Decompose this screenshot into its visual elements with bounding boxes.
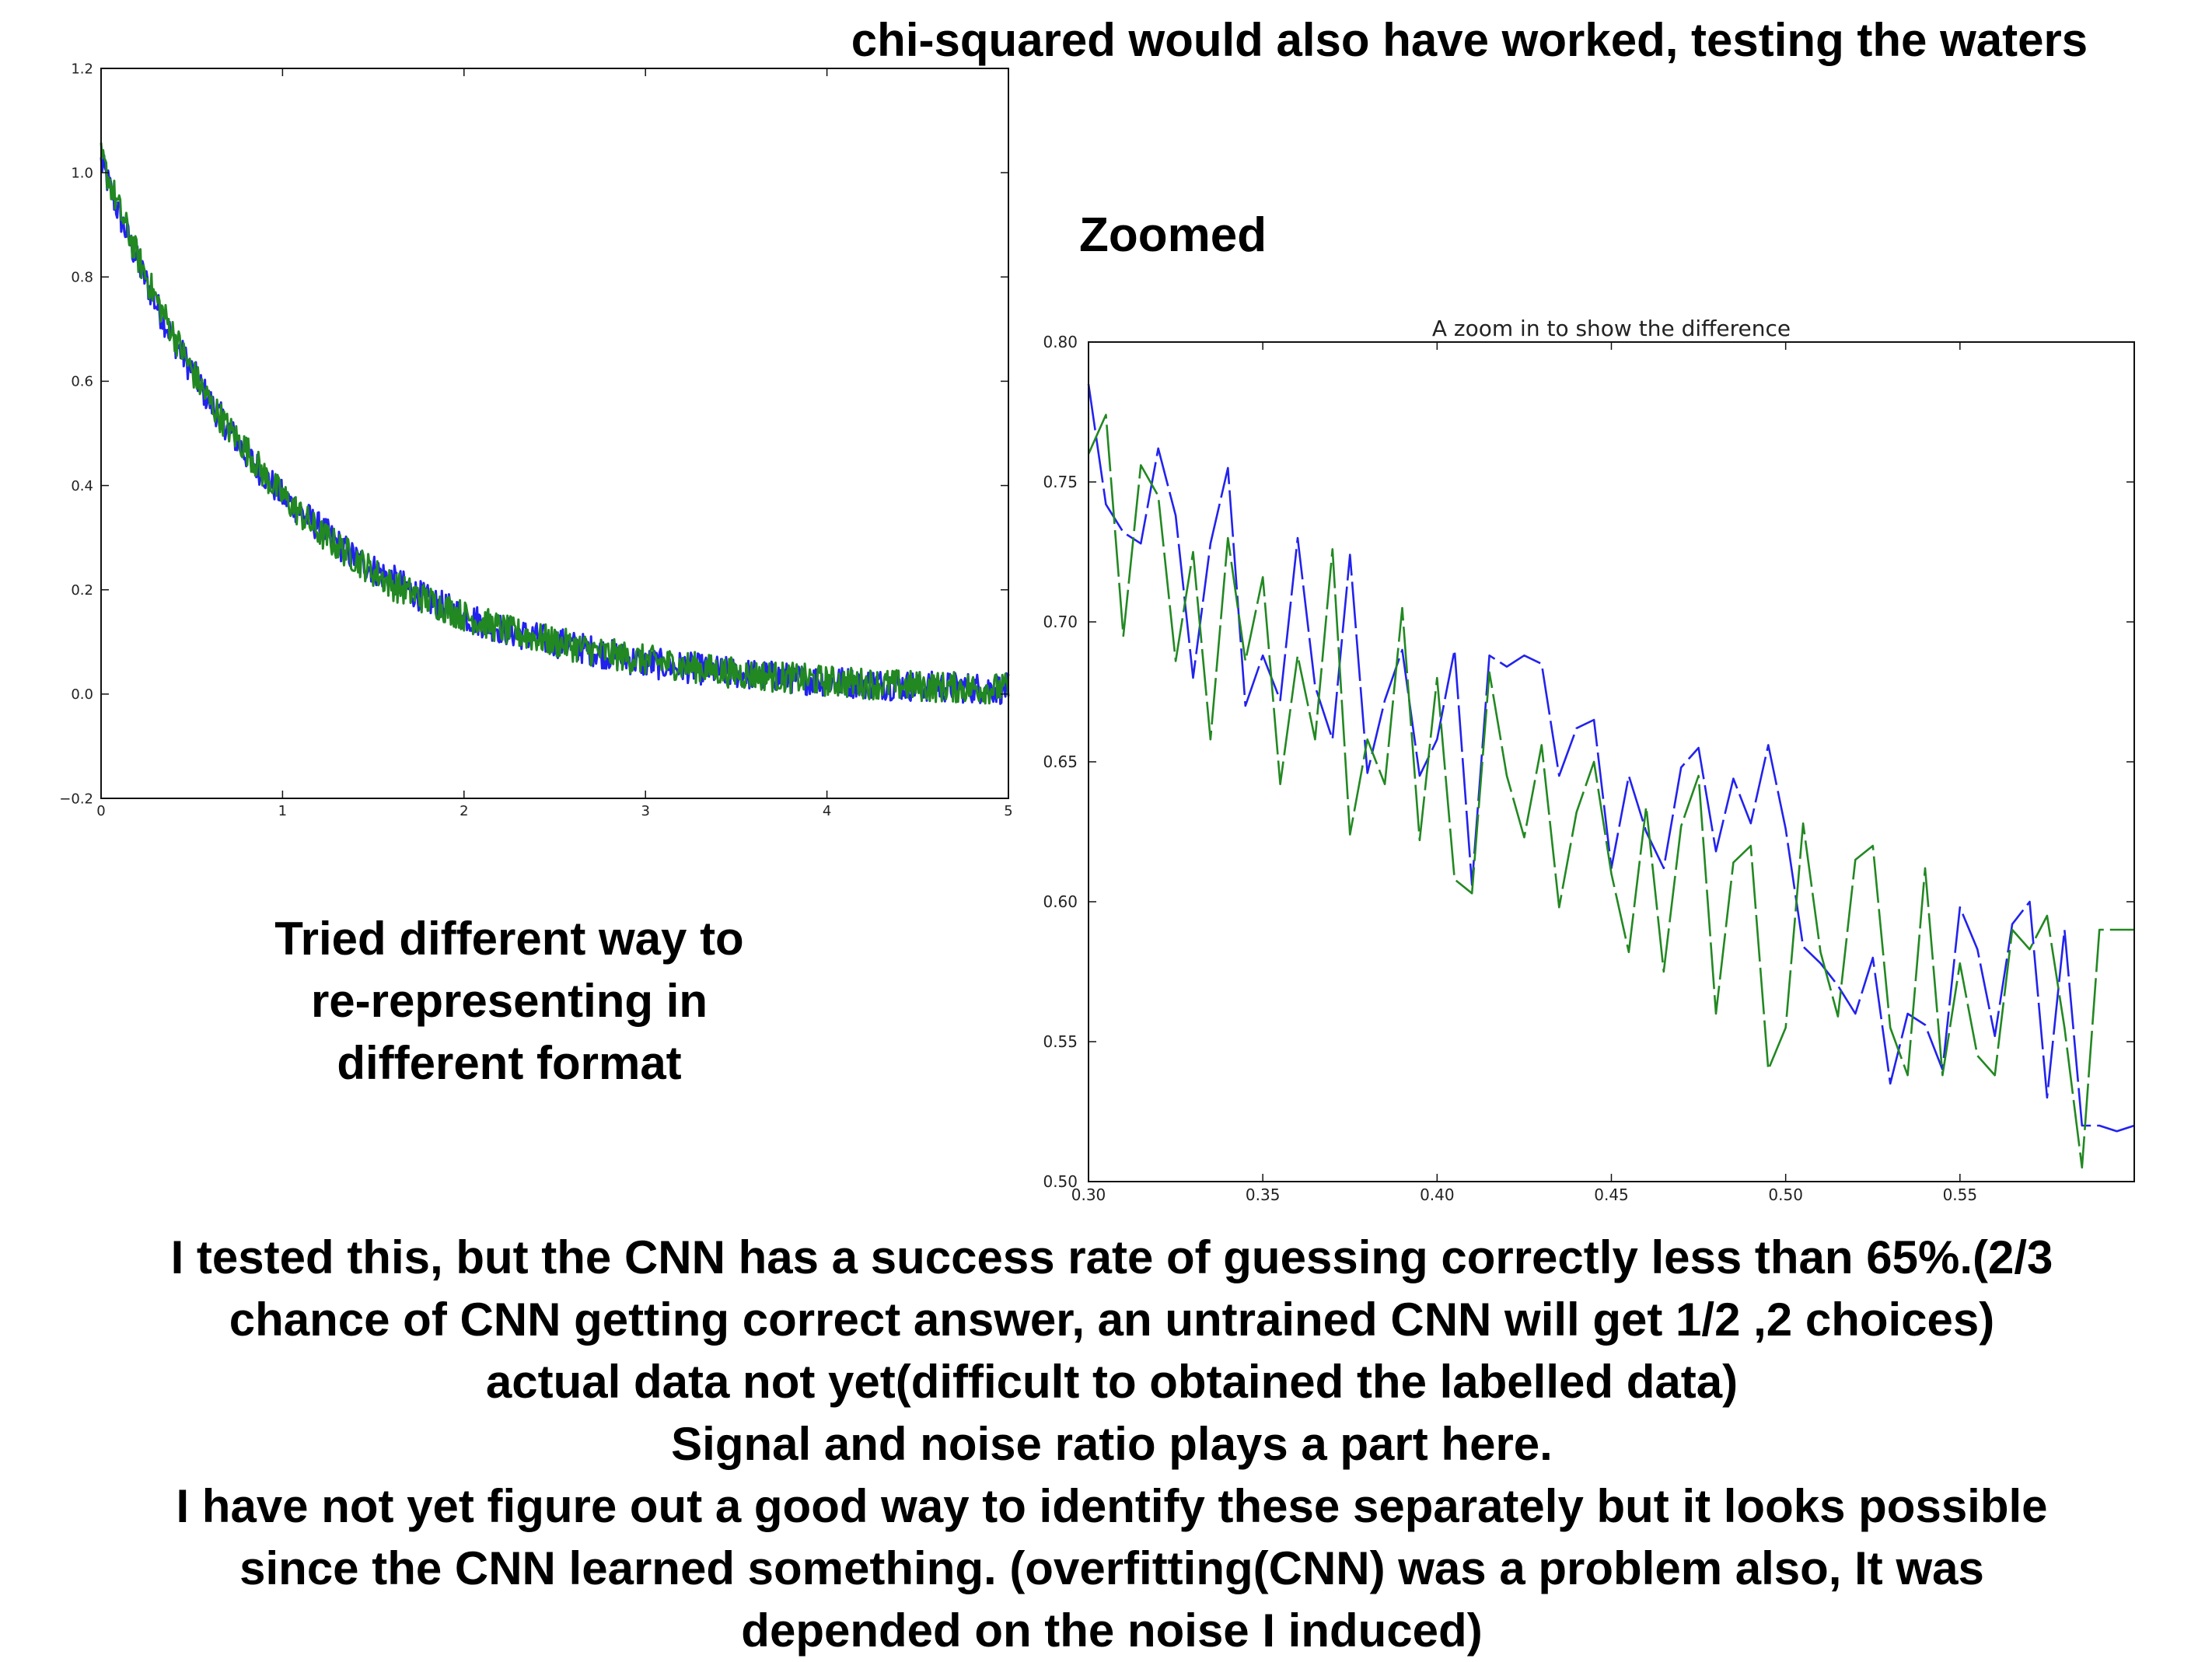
zoom-xtick-label: 0.55 [1943,1185,1978,1204]
zoom-xtick-label: 0.40 [1420,1185,1455,1204]
zoom-chart-title: A zoom in to show the difference [1432,316,1791,341]
top-note: chi-squared would also have worked, test… [851,14,2088,66]
bottom-line: depended on the noise I induced) [741,1604,1483,1657]
main-xtick-label: 3 [641,803,649,819]
main-plot-frame [100,68,1009,799]
zoom-ytick-label: 0.60 [1043,892,1078,911]
zoom-ytick-label: 0.75 [1043,473,1078,491]
main-xtick-label: 4 [823,803,831,819]
zoom-ytick-label: 0.55 [1043,1032,1078,1051]
zoom-xtick-label: 0.45 [1594,1185,1629,1204]
main-ytick-label: 0.2 [71,582,93,599]
bottom-line: Signal and noise ratio plays a part here… [671,1418,1553,1470]
tried-line: Tried different way to [274,913,744,965]
zoom-plot-frame [1088,341,2135,1182]
main-ytick-label: 1.2 [71,61,93,77]
main-series-green [100,142,1010,705]
tried-text-block: Tried different way to re-representing i… [194,908,824,1095]
main-ytick-label: −0.2 [59,791,93,807]
zoomed-label: Zoomed [1079,208,1267,262]
zoom-ytick-label: 0.65 [1043,752,1078,771]
zoom-ytick-label: 0.80 [1043,333,1078,351]
tried-line: different format [337,1037,682,1089]
zoom-ytick-label: 0.70 [1043,613,1078,631]
main-xtick-label: 2 [460,803,468,819]
tried-line: re-representing in [310,975,708,1027]
bottom-text-block: I tested this, but the CNN has a success… [31,1227,2193,1662]
main-ytick-label: 1.0 [71,165,93,181]
main-xtick-label: 5 [1004,803,1012,819]
bottom-line: actual data not yet(difficult to obtaine… [485,1356,1738,1408]
bottom-line: since the CNN learned something. (overfi… [239,1542,1984,1594]
bottom-line: I tested this, but the CNN has a success… [170,1231,2053,1283]
main-ytick-label: 0.8 [71,270,93,286]
bottom-line: I have not yet figure out a good way to … [176,1480,2048,1532]
zoom-series-blue [1087,383,2135,1133]
main-ytick-label: 0.6 [71,374,93,390]
zoom-xtick-label: 0.35 [1246,1185,1281,1204]
zoom-ytick-label: 0.50 [1043,1172,1078,1191]
zoom-xtick-label: 0.30 [1071,1185,1106,1204]
bottom-line: chance of CNN getting correct answer, an… [229,1294,1995,1346]
main-xtick-label: 0 [96,803,105,819]
zoom-series-green [1087,414,2134,1169]
zoom-xtick-label: 0.50 [1768,1185,1803,1204]
main-ytick-label: 0.0 [71,686,93,703]
main-ytick-label: 0.4 [71,478,93,494]
main-xtick-label: 1 [278,803,287,819]
